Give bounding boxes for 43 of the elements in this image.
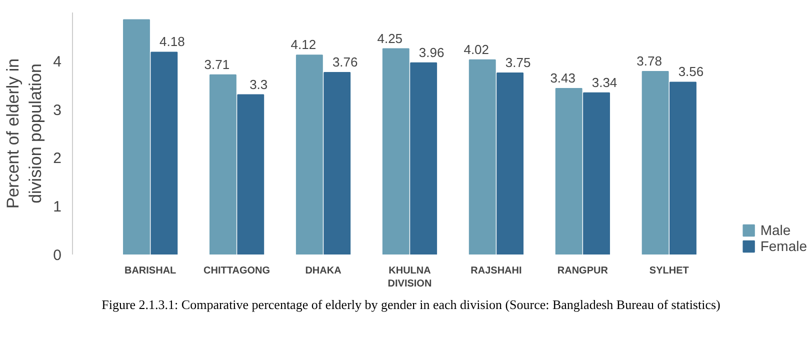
x-tick-label: BARISHAL [124, 266, 176, 276]
x-tick-label: RAJSHAHI [470, 266, 522, 276]
data-label: 4.18 [160, 34, 185, 50]
data-label: 3.43 [550, 70, 576, 86]
bar [296, 54, 323, 254]
data-label: 4.25 [377, 30, 403, 46]
y-tick-label: 1 [53, 198, 62, 216]
x-tick-label: KHULNA DIVISION [388, 266, 432, 290]
bar [150, 52, 178, 254]
bar [123, 19, 150, 254]
data-label: 3.34 [592, 74, 618, 90]
bar [496, 72, 524, 254]
x-tick-label: SYLHET [649, 266, 689, 276]
bar [642, 71, 669, 254]
legend-label: Male [760, 222, 791, 238]
data-label: 3.3 [250, 76, 268, 92]
bar [468, 59, 496, 254]
bar [324, 72, 351, 254]
bar [410, 62, 438, 254]
bar [583, 92, 610, 254]
legend-label: Female [760, 238, 807, 254]
data-label: 4.12 [290, 37, 316, 52]
data-label: 3.56 [678, 64, 704, 80]
data-label: 3.96 [418, 44, 444, 60]
data-label: 3.78 [636, 54, 662, 69]
x-tick-label: CHITTAGONG [204, 266, 270, 276]
caption: Figure 2.1.3.1: Comparative percentage of elderly by gender in each division (Source: Bangladesh Bureau of statistics) [102, 296, 720, 314]
data-label: 3.75 [505, 55, 531, 70]
bar [670, 82, 696, 254]
y-tick-label: 3 [53, 102, 62, 119]
data-label: 3.76 [332, 54, 358, 70]
data-label: 3.71 [204, 56, 230, 72]
data-label: 4.02 [464, 42, 490, 57]
x-tick-label: DHAKA [305, 266, 342, 276]
bar [555, 88, 582, 254]
bar [382, 48, 410, 254]
bar [237, 94, 264, 254]
y-tick-label: 0 [53, 247, 62, 264]
x-tick-label: RANGPUR [557, 266, 609, 276]
y-axis-title: Percent of elderly in division population [3, 58, 46, 209]
y-tick-label: 2 [53, 150, 62, 168]
y-tick-label: 4 [53, 53, 62, 70]
bar [209, 74, 236, 254]
